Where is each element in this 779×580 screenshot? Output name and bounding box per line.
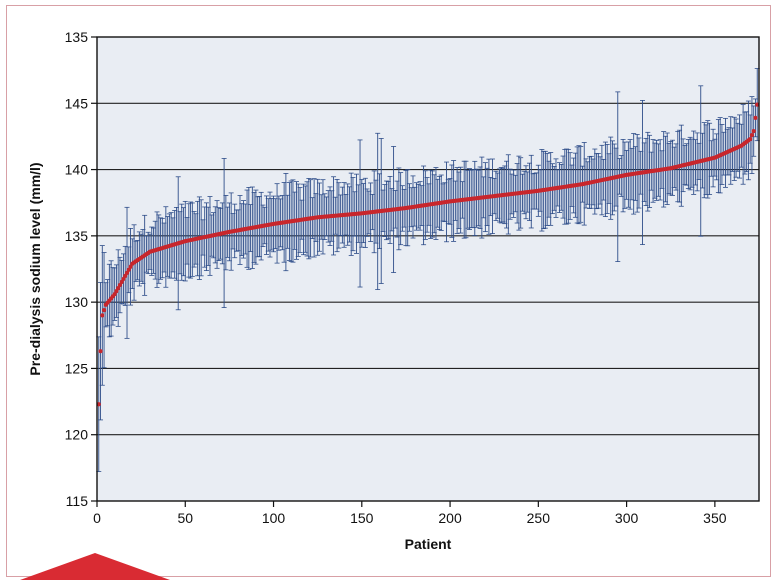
plot-area — [97, 37, 759, 501]
data-point — [98, 349, 103, 354]
data-point — [96, 402, 101, 407]
x-tick-label: 100 — [262, 510, 286, 526]
x-axis-ticks: 0 50 100 150 200 250 300 350 — [93, 501, 727, 526]
data-point — [112, 292, 117, 297]
x-tick-label: 50 — [177, 510, 193, 526]
plot-border — [96, 36, 760, 502]
y-tick-label: 125 — [65, 360, 89, 376]
x-tick-label: 0 — [93, 510, 101, 526]
data-points — [96, 102, 760, 407]
data-point — [753, 115, 758, 120]
data-point — [101, 307, 107, 313]
x-tick-label: 150 — [350, 510, 374, 526]
data-point — [749, 133, 755, 138]
data-point — [100, 313, 105, 318]
data-point — [748, 136, 753, 142]
data-point — [124, 270, 130, 275]
x-tick-label: 200 — [438, 510, 462, 526]
y-tick-label: 120 — [65, 427, 89, 443]
data-point — [128, 264, 133, 269]
data-point — [114, 289, 119, 294]
sodium-chart: 115 120 125 130 135 140 145 135 0 50 100 150 200 250… — [27, 29, 760, 552]
y-tick-label: 135 — [65, 29, 89, 45]
data-point — [126, 267, 131, 272]
y-axis-title: Pre-dialysis sodium level (mm/l) — [27, 162, 43, 375]
data-point — [755, 102, 760, 107]
figure-frame: 115 120 125 130 135 140 145 135 0 50 100 150 200 250… — [6, 5, 771, 577]
data-point — [116, 285, 121, 291]
y-axis-ticks: 115 120 125 130 135 140 145 135 — [65, 29, 97, 509]
data-point — [119, 279, 124, 285]
y-tick-label: 130 — [65, 294, 89, 310]
data-point — [121, 276, 126, 282]
y-tick-label: 115 — [66, 493, 89, 509]
x-tick-label: 250 — [527, 510, 551, 526]
data-point — [117, 282, 123, 288]
data-point — [751, 129, 756, 134]
y-tick-label: 140 — [65, 162, 89, 178]
x-tick-label: 300 — [615, 510, 639, 526]
y-tick-label: 135 — [65, 228, 89, 244]
x-axis-title: Patient — [405, 536, 452, 552]
red-arrow-tab-icon — [20, 553, 170, 580]
y-tick-label: 145 — [65, 95, 89, 111]
data-point — [123, 273, 128, 278]
x-tick-label: 350 — [703, 510, 727, 526]
